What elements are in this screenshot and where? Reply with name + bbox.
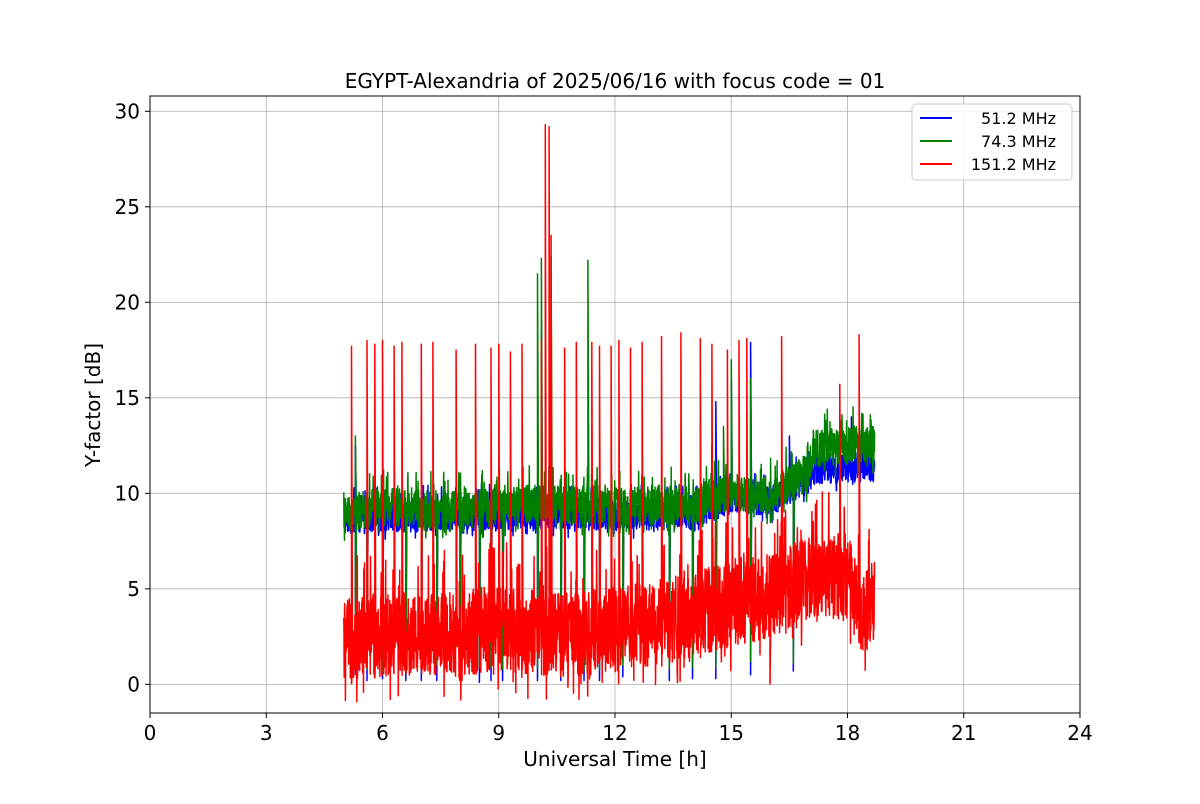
x-tick-label: 12 bbox=[602, 721, 627, 745]
x-tick-label: 3 bbox=[260, 721, 273, 745]
y-tick-label: 30 bbox=[115, 99, 140, 123]
legend-label: 151.2 MHz bbox=[971, 155, 1056, 174]
legend-label: 51.2 MHz bbox=[981, 109, 1056, 128]
x-tick-label: 0 bbox=[144, 721, 157, 745]
chart-title: EGYPT-Alexandria of 2025/06/16 with focu… bbox=[345, 69, 886, 93]
legend-label: 74.3 MHz bbox=[981, 132, 1056, 151]
legend-box bbox=[911, 103, 1073, 181]
x-tick-label: 18 bbox=[835, 721, 860, 745]
axis-ticks: 0 3 6 9 12 15 18 21 24 0 5 10 15 20 25 30 bbox=[115, 99, 1093, 745]
x-tick-label: 15 bbox=[719, 721, 744, 745]
x-tick-label: 24 bbox=[1067, 721, 1092, 745]
x-axis-label: Universal Time [h] bbox=[523, 747, 706, 771]
y-tick-label: 20 bbox=[115, 290, 140, 314]
y-tick-label: 0 bbox=[127, 672, 140, 696]
series-line bbox=[343, 123, 876, 703]
y-tick-label: 10 bbox=[115, 481, 140, 505]
y-tick-label: 25 bbox=[115, 195, 140, 219]
x-tick-label: 9 bbox=[492, 721, 505, 745]
x-tick-label: 21 bbox=[951, 721, 976, 745]
y-tick-label: 15 bbox=[115, 386, 140, 410]
y-tick-label: 5 bbox=[127, 577, 140, 601]
series-line bbox=[343, 255, 876, 674]
legend: 51.2 MHz 74.3 MHz 151.2 MHz bbox=[911, 103, 1073, 181]
x-tick-label: 6 bbox=[376, 721, 389, 745]
y-axis-label: Y-factor [dB] bbox=[81, 343, 105, 468]
series-layer bbox=[343, 123, 876, 703]
